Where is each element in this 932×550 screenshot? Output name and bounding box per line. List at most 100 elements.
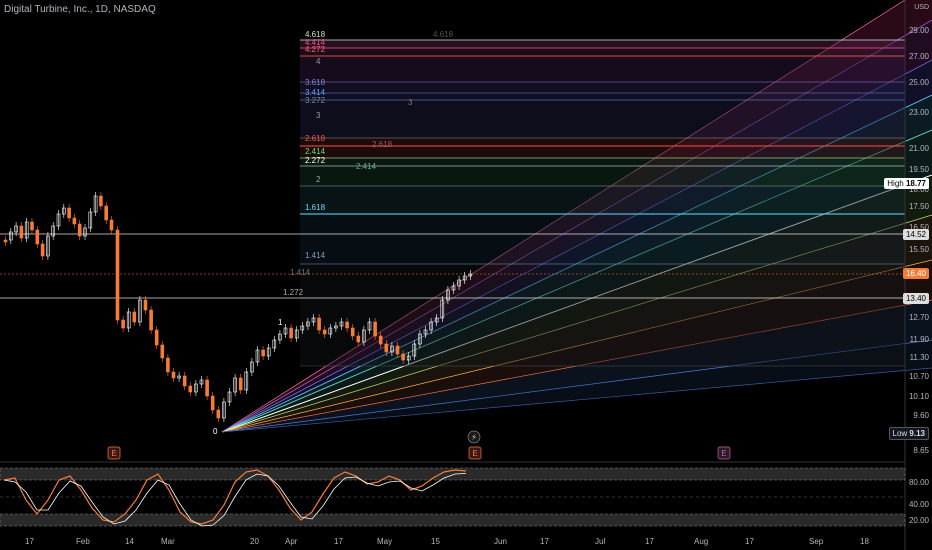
fib-label-2: 2 (316, 175, 321, 184)
price-axis-label: 11.30 (909, 353, 929, 362)
candle (188, 385, 193, 393)
candle (362, 329, 366, 343)
price-axis-label: 25.00 (908, 78, 929, 87)
candle (222, 401, 226, 419)
fib-retracement[interactable] (0, 39, 905, 367)
candle (99, 195, 103, 207)
candle (143, 299, 148, 311)
time-axis-label: 17 (25, 537, 34, 546)
price-axis-label: 10.10 (908, 392, 929, 401)
candle (115, 229, 120, 321)
time-axis-label: Apr (285, 537, 298, 546)
price-axis-label: 18.00 (908, 185, 929, 194)
event-marker[interactable]: ⚡ (467, 430, 481, 444)
price-axis-label: 10.70 (908, 372, 929, 381)
candle (238, 377, 243, 391)
candle (154, 329, 159, 346)
candle (244, 371, 249, 391)
candle (67, 207, 71, 219)
osc-axis-40: 40.00 (908, 500, 929, 509)
fib-label-4272: 4.272 (305, 45, 326, 54)
candle (35, 229, 40, 245)
candle (255, 349, 260, 363)
time-axis-label: May (377, 537, 393, 546)
time-axis-label: 18 (860, 537, 869, 546)
candle (40, 243, 45, 257)
candle (261, 349, 265, 357)
candle (24, 221, 29, 239)
candle (199, 379, 204, 385)
level-tag-2: 13.40 (902, 293, 929, 304)
time-axis-label: 17 (745, 537, 754, 546)
price-axis-label: 27.00 (908, 52, 929, 61)
candle (451, 285, 456, 291)
candle (132, 311, 137, 323)
svg-text:E: E (472, 449, 477, 458)
candle (395, 345, 400, 355)
candle (317, 317, 321, 331)
price-axis-label: 23.00 (908, 108, 929, 117)
candle (51, 225, 56, 237)
earnings-marker-3[interactable]: E (717, 446, 731, 460)
candle (160, 344, 165, 359)
candle (412, 343, 417, 357)
price-axis-label: 17.50 (908, 202, 929, 211)
fib-label-4: 4 (316, 57, 321, 66)
stoch-rsi-pane[interactable] (0, 467, 906, 527)
price-axis-label: 29.00 (908, 26, 929, 35)
fib-label-3: 3 (316, 111, 321, 120)
earnings-marker-2[interactable]: E (468, 446, 482, 460)
fib-label-0: 0 (213, 427, 218, 436)
candle (300, 325, 305, 331)
price-axis-label: 21.00 (908, 144, 929, 153)
candle (177, 375, 181, 379)
time-axis-label: Jun (494, 537, 507, 546)
candle (88, 211, 93, 229)
earnings-marker-1[interactable]: E (107, 446, 121, 460)
fib-label-1414: 1.414 (305, 251, 326, 260)
candle (339, 321, 344, 327)
candle (328, 327, 333, 335)
price-axis-label: 19.50 (908, 165, 929, 174)
high-tag: High 18.77 (884, 178, 929, 189)
candle (250, 361, 254, 373)
price-axis-label: 9.60 (913, 411, 929, 420)
time-axis-label: Feb (76, 537, 90, 546)
candle (278, 333, 282, 341)
candle (149, 309, 153, 331)
fib-label-3272: 3.272 (305, 96, 326, 105)
candle (294, 329, 299, 339)
candle (289, 327, 293, 339)
candle (9, 231, 13, 241)
candle (83, 227, 87, 237)
time-axis-label: Mar (161, 537, 175, 546)
candle (77, 223, 82, 237)
symbol-title[interactable]: Digital Turbine, Inc., 1D, NASDAQ (4, 4, 156, 15)
time-axis-label: 17 (645, 537, 654, 546)
fib-label-2618: 2.618 (305, 134, 326, 143)
candle (384, 343, 389, 353)
candle (306, 321, 310, 327)
time-axis-label: 15 (431, 537, 440, 546)
candle (373, 321, 377, 337)
candle (93, 195, 98, 213)
fib-label-4618: 4.618 (305, 30, 326, 39)
candle (166, 357, 170, 373)
candle (233, 377, 237, 393)
candle (401, 353, 405, 361)
candle (46, 235, 50, 257)
fan-label-2414: 2.414 (356, 162, 377, 171)
candle (3, 239, 8, 243)
candle (109, 219, 114, 231)
candle (227, 391, 232, 403)
svg-text:E: E (111, 449, 116, 458)
fib-label-3618: 3.618 (305, 78, 326, 87)
candle (462, 275, 467, 281)
candle (468, 273, 473, 277)
fib-label-1: 1 (278, 318, 283, 327)
fib-label-1618: 1.618 (305, 203, 326, 212)
candle (345, 321, 349, 329)
candle (356, 335, 361, 343)
candle (406, 355, 411, 361)
